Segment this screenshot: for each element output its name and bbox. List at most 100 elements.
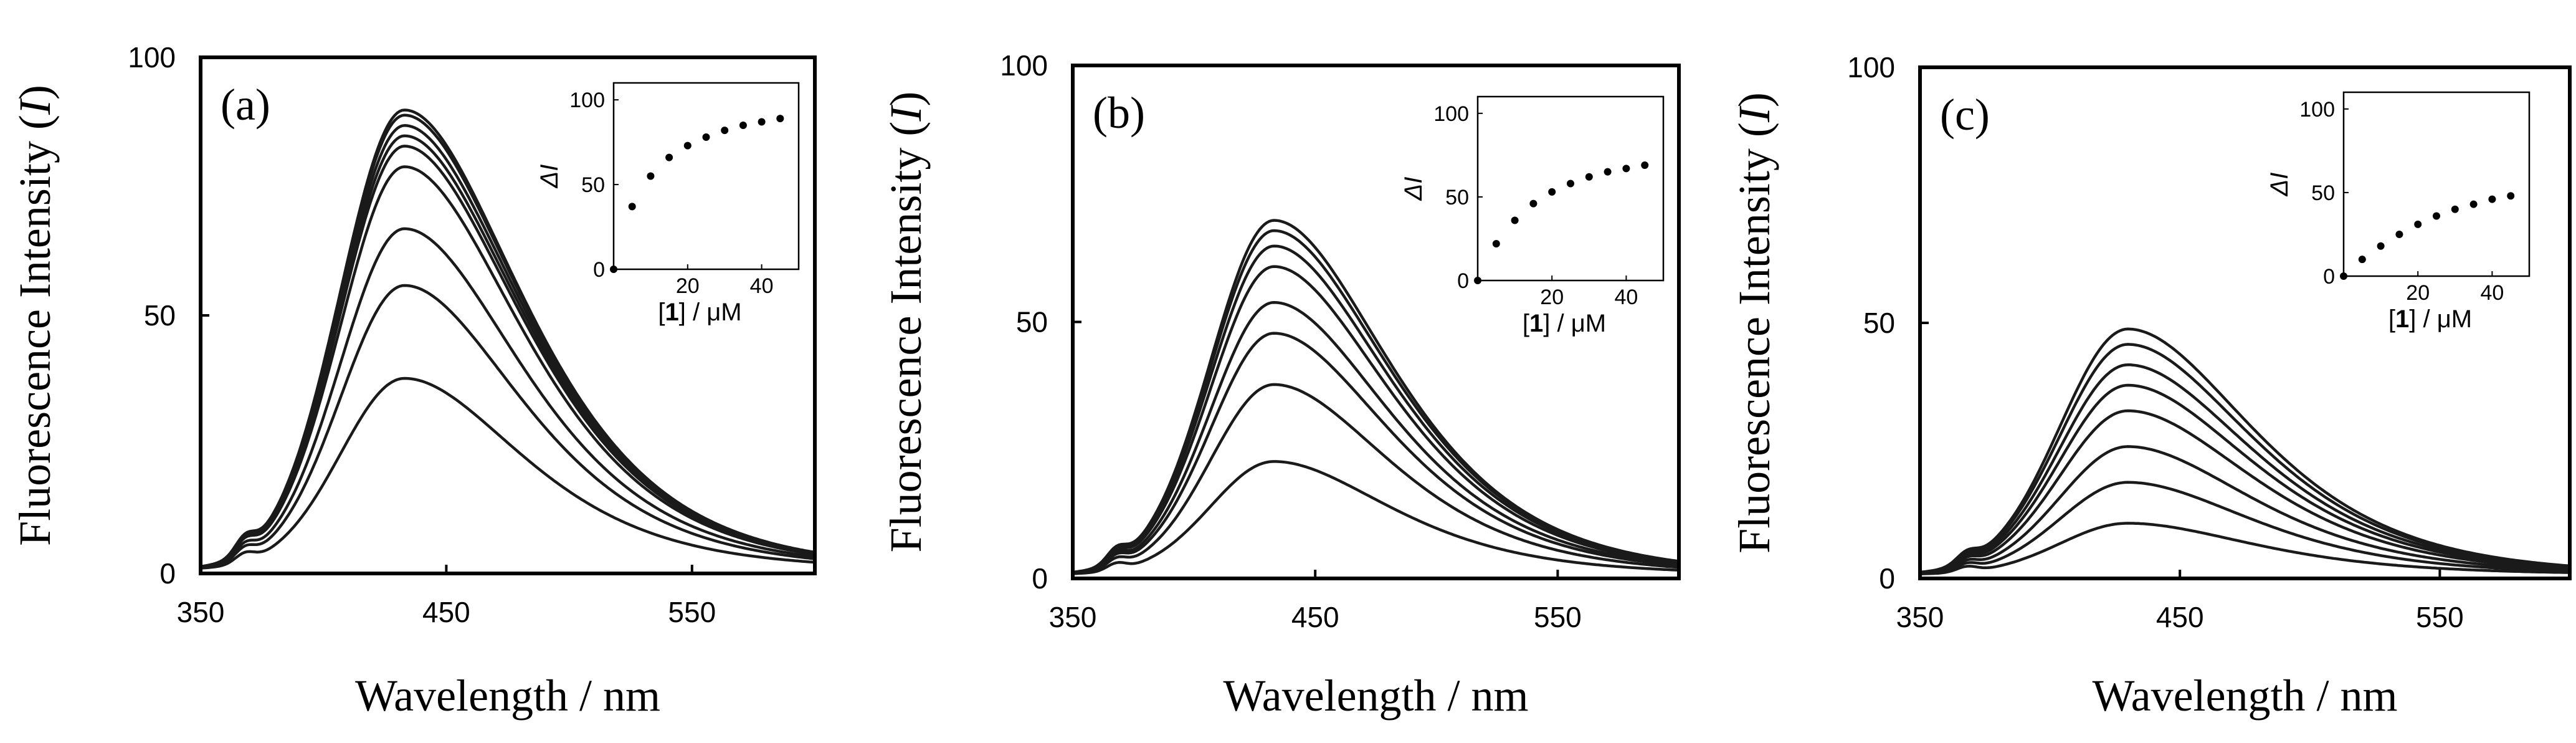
panel-label: (c) xyxy=(1940,90,1990,140)
inset-x-tick-label: 40 xyxy=(2480,281,2504,305)
inset-data-point xyxy=(1548,188,1556,196)
y-tick-label: 100 xyxy=(1000,49,1048,82)
inset-data-point xyxy=(1585,173,1593,181)
inset-data-point xyxy=(647,172,655,180)
inset-x-title-open: [ xyxy=(2388,305,2395,333)
spectrum-curve-1 xyxy=(1072,460,1680,575)
inset-y-axis-title: ΔI xyxy=(2266,173,2293,197)
inset-data-point xyxy=(683,141,692,150)
inset-y-tick-label: 100 xyxy=(1433,102,1469,126)
inset-y-tick-label: 100 xyxy=(2299,98,2335,122)
inset-data-point xyxy=(739,121,747,129)
inset-data-point xyxy=(1529,199,1538,208)
inset-x-title-open: [ xyxy=(1523,310,1529,337)
spectrum-curve-9 xyxy=(200,108,815,568)
y-axis-title-main: Fluorescence Intensity ( xyxy=(881,122,931,553)
panel-label: (a) xyxy=(221,80,270,130)
x-tick-label: 350 xyxy=(1896,601,1944,633)
inset-data-point xyxy=(758,118,766,126)
inset-x-title-rest: ] / μM xyxy=(1543,310,1606,337)
spectrum-curve-2 xyxy=(200,284,815,569)
spectrum-curve-2 xyxy=(1072,383,1680,575)
spectrum-curve-6 xyxy=(1072,244,1680,574)
inset-frame xyxy=(1476,95,1665,282)
spectrum-curve-3 xyxy=(1919,445,2570,575)
x-tick-label: 350 xyxy=(177,596,225,628)
inset-x-title-bold: 1 xyxy=(2395,305,2409,333)
inset-y-tick-label: 50 xyxy=(2311,181,2335,205)
x-tick-label: 550 xyxy=(668,596,716,628)
spectrum-curve-1 xyxy=(200,376,815,570)
inset-data-point xyxy=(2414,220,2422,228)
inset-data-point xyxy=(721,127,729,135)
spectrum-curve-5 xyxy=(1072,265,1680,574)
y-tick-label: 0 xyxy=(1879,562,1895,595)
inset-x-title-rest: ] / μM xyxy=(2409,305,2472,333)
inset-data-point xyxy=(2451,205,2459,213)
inset-y-tick-label: 100 xyxy=(569,89,605,112)
inset-data-point xyxy=(2358,256,2366,264)
spectrum-curve-2 xyxy=(1919,481,2570,575)
y-axis-title: Fluorescence Intensity (I) xyxy=(881,92,931,553)
inset-data-point xyxy=(2395,230,2403,238)
inset-x-tick-label: 20 xyxy=(1540,285,1564,309)
inset-x-tick-label: 40 xyxy=(1614,285,1638,309)
spectrum-curve-4 xyxy=(1919,409,2570,575)
inset-y-tick-label: 50 xyxy=(1445,186,1469,209)
y-tick-label: 50 xyxy=(1016,306,1048,338)
inset-data-point xyxy=(776,115,784,123)
y-tick-label: 50 xyxy=(144,299,176,332)
inset-chart: 20 40 0 50 100 [1] / μM ΔI xyxy=(1400,95,1665,337)
spectrum-curve-8 xyxy=(1072,219,1680,574)
spectrum-curve-6 xyxy=(1919,363,2570,574)
inset-x-axis-title: [1] / μM xyxy=(1523,310,1606,337)
spectrum-curve-5 xyxy=(1919,383,2570,575)
inset-y-axis-title: ΔI xyxy=(536,165,563,189)
spectrum-curve-1 xyxy=(1919,522,2570,575)
inset-chart: 20 40 0 50 100 [1] / μM ΔI xyxy=(536,82,800,326)
y-axis-title-symbol: I xyxy=(1729,105,1779,123)
y-axis-title-close: ) xyxy=(881,92,931,107)
inset-frame xyxy=(612,82,800,271)
x-tick-label: 550 xyxy=(1534,601,1582,633)
inset-x-axis-title: [1] / μM xyxy=(2388,305,2472,333)
inset-data-point xyxy=(2488,195,2496,203)
x-tick-label: 550 xyxy=(2416,601,2464,633)
inset-data-point xyxy=(1641,161,1649,169)
spectrum-curve-4 xyxy=(200,165,815,568)
y-axis-title-symbol: I xyxy=(881,105,931,122)
x-axis-title: Wavelength / nm xyxy=(2092,671,2397,721)
inset-x-tick-label: 40 xyxy=(750,274,774,298)
y-tick-label: 0 xyxy=(1032,562,1048,595)
spectrum-curve-8 xyxy=(1919,327,2570,574)
inset-x-axis-title: [1] / μM xyxy=(658,299,741,326)
inset-x-title-rest: ] / μM xyxy=(679,299,742,326)
inset-y-tick-label: 0 xyxy=(1457,269,1469,293)
inset-data-point xyxy=(628,203,636,211)
y-tick-label: 50 xyxy=(1863,307,1895,339)
inset-data-point xyxy=(1604,168,1612,176)
spectrum-curve-3 xyxy=(200,227,815,569)
y-axis-title: Fluorescence Intensity (I) xyxy=(10,85,60,546)
inset-x-title-open: [ xyxy=(658,299,665,326)
x-tick-label: 450 xyxy=(1291,601,1339,633)
y-axis-title-close: ) xyxy=(1729,92,1779,107)
spectrum-curve-7 xyxy=(1919,343,2570,574)
inset-frame xyxy=(2342,91,2531,277)
y-tick-label: 100 xyxy=(1847,51,1895,84)
inset-y-axis-title: ΔI xyxy=(1400,177,1427,201)
inset-y-tick-label: 50 xyxy=(581,173,605,197)
inset-x-title-bold: 1 xyxy=(665,299,679,326)
inset-y-tick-label: 0 xyxy=(2323,265,2335,289)
inset-data-point xyxy=(1567,180,1574,188)
inset-chart: 20 40 0 50 100 [1] / μM ΔI xyxy=(2266,91,2531,333)
inset-data-point xyxy=(2433,212,2440,220)
inset-data-point xyxy=(2377,242,2385,250)
y-axis-title: Fluorescence Intensity (I) xyxy=(1729,92,1779,554)
panel-a: 350 450 550 0 50 100 Wavelength / nm Fluorescen… xyxy=(10,41,817,721)
panel-c: 350 450 550 0 50 100 Wavelength / nm Fluorescen… xyxy=(1729,51,2572,721)
spectrum-curve-3 xyxy=(1072,332,1680,575)
inset-y-tick-label: 0 xyxy=(593,258,605,282)
inset-data-point xyxy=(1492,240,1500,247)
